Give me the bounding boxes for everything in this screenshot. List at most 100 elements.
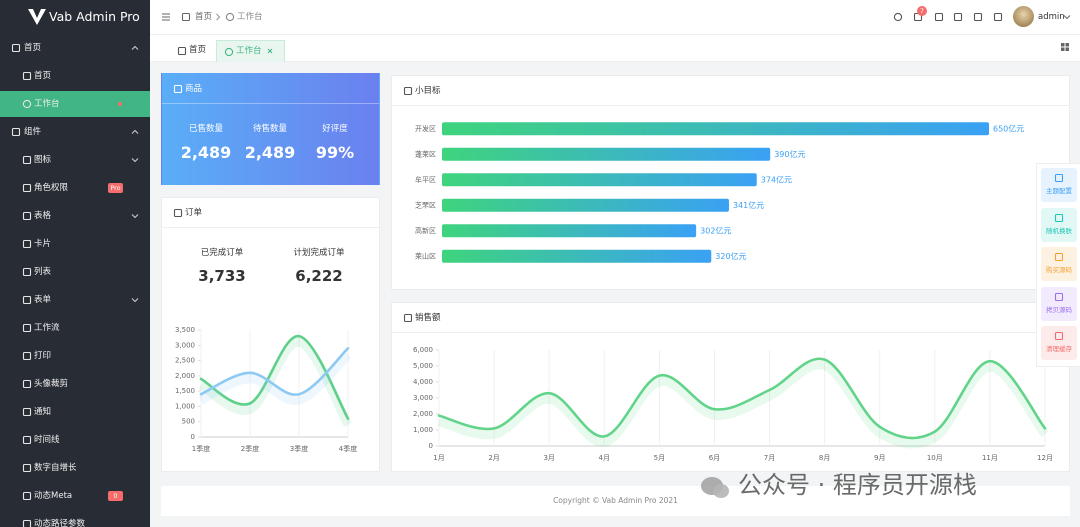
stat-label: 待售数量 — [252, 124, 287, 134]
icon — [224, 47, 234, 57]
logo-text: Vab Admin Pro — [49, 9, 140, 24]
user-name[interactable]: admin — [1038, 12, 1065, 22]
chevron — [216, 13, 221, 21]
stat-label: 好评度 — [322, 124, 348, 134]
icon-shape — [22, 323, 32, 333]
icon — [22, 463, 32, 473]
icon — [22, 267, 32, 277]
menu-item[interactable]: 首页 — [34, 71, 52, 81]
menu-item[interactable]: 动态Meta — [34, 491, 73, 501]
y-category-label: 开发区 — [415, 124, 436, 133]
float-button[interactable]: 拷贝源码 — [1041, 286, 1077, 321]
y-tick-label: 4,000 — [413, 378, 433, 386]
tab[interactable]: 工作台 — [216, 40, 285, 62]
icon-shape — [11, 43, 21, 53]
float-button[interactable]: 随机换肤 — [1041, 207, 1077, 242]
icon-shape — [22, 295, 32, 305]
menu-badge: 0 — [108, 491, 123, 501]
icon — [173, 208, 183, 218]
menu-group[interactable]: 首页 — [24, 43, 42, 53]
icon-shape — [1054, 292, 1064, 301]
line-series — [199, 347, 350, 396]
menu-item[interactable]: 时间线 — [34, 435, 60, 445]
card-divider — [162, 103, 379, 104]
icon-shape — [22, 71, 32, 81]
float-button[interactable]: 购买源码 — [1041, 247, 1077, 281]
icon-shape — [177, 46, 187, 56]
x-tick-label: 4月 — [599, 454, 610, 462]
value-label: 302亿元 — [700, 225, 731, 235]
icon — [11, 127, 21, 137]
logo-shape — [28, 9, 46, 25]
menu-item[interactable]: 表单 — [34, 295, 52, 305]
card-divider — [392, 332, 1069, 333]
menu-item[interactable]: 角色权限 — [34, 183, 69, 193]
tab[interactable]: 首页 — [170, 40, 212, 62]
icon — [1054, 292, 1064, 301]
stat-label: 已售数量 — [188, 124, 223, 134]
sales-chart: 0 1,000 2,000 3,000 4,000 5,000 6,000 1月 2月 3月 4月 5… — [413, 346, 1053, 462]
menu-item[interactable]: 动态路径参数 — [34, 519, 86, 527]
menu-item[interactable]: 列表 — [34, 267, 52, 277]
menu-item[interactable]: 工作流 — [34, 323, 60, 333]
tabs-menu-cell — [1065, 47, 1069, 51]
stat-label: 已完成订单 — [200, 248, 244, 258]
icon — [403, 86, 413, 96]
chevron-line — [1063, 15, 1071, 20]
icon-shape — [22, 211, 32, 221]
notification-badge[interactable]: 7 — [917, 6, 927, 16]
menu-item[interactable]: 头像裁剪 — [34, 379, 69, 389]
y-tick-label: 2,000 — [413, 410, 433, 418]
menu-item[interactable]: 表格 — [34, 211, 52, 221]
menu-item[interactable]: 卡片 — [34, 239, 52, 249]
icon — [22, 435, 32, 445]
card-title: 销售额 — [415, 313, 441, 323]
line-series — [437, 357, 1047, 440]
menu-item[interactable]: 图标 — [34, 155, 52, 165]
x-tick-label: 6月 — [709, 454, 720, 462]
y-category-label: 高新区 — [415, 226, 436, 235]
y-category-label: 蓬莱区 — [415, 149, 436, 158]
icon-shape — [22, 435, 32, 445]
icon-shape — [1054, 173, 1064, 183]
header: 首页 工作台 7 admin — [150, 0, 1080, 35]
y-tick-label: 0 — [191, 433, 195, 441]
float-button[interactable]: 主题配置 — [1041, 168, 1077, 202]
icon-shape — [173, 84, 183, 94]
stat-value: 2,489 — [244, 143, 296, 162]
x-tick-label: 1月 — [433, 454, 444, 462]
chevron — [131, 298, 139, 303]
avatar[interactable] — [1013, 6, 1034, 27]
icon-shape — [953, 12, 963, 22]
icon — [225, 12, 235, 22]
icon-shape — [181, 12, 191, 22]
float-button[interactable]: 清理缓存 — [1041, 326, 1077, 360]
icon — [11, 43, 21, 53]
menu-item[interactable]: 数字自增长 — [34, 463, 77, 473]
menu-item[interactable]: 通知 — [34, 407, 52, 417]
value-label: 341亿元 — [733, 200, 764, 210]
menu-item[interactable]: 工作台 — [34, 99, 60, 109]
y-tick-label: 2,000 — [175, 372, 195, 380]
x-tick-label: 3季度 — [290, 444, 308, 453]
breadcrumb-item[interactable]: 首页 — [195, 12, 213, 22]
menu-group[interactable]: 组件 — [24, 127, 42, 137]
x-tick-label: 11月 — [982, 454, 998, 462]
icon — [993, 12, 1003, 22]
icon-shape — [22, 351, 32, 361]
icon — [22, 71, 32, 81]
x-tick-label: 10月 — [927, 454, 943, 462]
menu-item[interactable]: 打印 — [34, 351, 52, 361]
y-tick-label: 3,000 — [413, 394, 433, 402]
chevron — [1063, 15, 1071, 20]
icon — [22, 351, 32, 361]
y-tick-label: 1,500 — [175, 387, 195, 395]
icon-shape — [225, 12, 235, 22]
chevron — [131, 158, 139, 163]
icon-shape — [22, 491, 32, 501]
goals-card: 小目标 开发区 650亿元 蓬莱区 390亿元 牟平区 374亿元 芝罘区 341亿元 高新区 30… — [391, 75, 1070, 290]
float-label: 随机换肤 — [1046, 226, 1072, 235]
menu-badge: Pro — [108, 183, 123, 193]
y-category-label: 芝罘区 — [415, 200, 436, 209]
